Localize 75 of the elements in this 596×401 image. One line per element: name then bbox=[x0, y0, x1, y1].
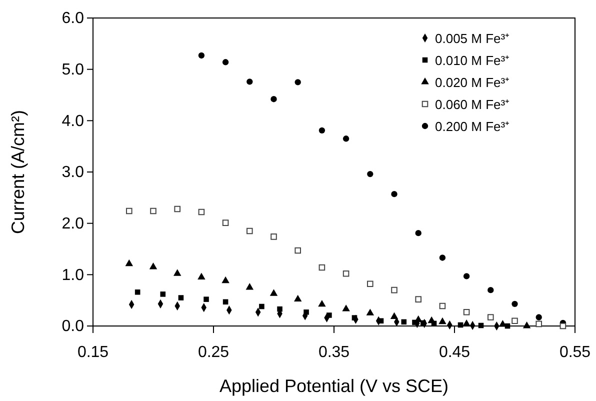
point bbox=[342, 136, 350, 142]
y-tick-label: 2.0 bbox=[62, 215, 84, 232]
point bbox=[488, 314, 494, 320]
point bbox=[246, 283, 254, 290]
point bbox=[174, 206, 180, 212]
point bbox=[125, 259, 134, 266]
x-tick-label: 0.35 bbox=[318, 344, 350, 361]
point bbox=[222, 59, 229, 66]
point bbox=[463, 273, 470, 280]
y-tick-label: 1.0 bbox=[62, 266, 84, 284]
point bbox=[536, 314, 542, 320]
y-tick-label: 4.0 bbox=[62, 112, 84, 130]
point bbox=[560, 322, 566, 330]
point bbox=[390, 312, 398, 319]
point bbox=[270, 96, 277, 102]
point bbox=[198, 208, 205, 216]
x-tick-label: 0.15 bbox=[77, 344, 109, 361]
point bbox=[342, 304, 350, 312]
point bbox=[391, 286, 398, 294]
legend-label: 0.020 M Fe³⁺ bbox=[435, 75, 510, 90]
y-tick-label: 5.0 bbox=[62, 61, 84, 78]
y-tick-label: 0.0 bbox=[62, 318, 84, 336]
point bbox=[294, 294, 302, 302]
point bbox=[318, 127, 326, 134]
legend-label: 0.200 M Fe³⁺ bbox=[435, 119, 510, 134]
point bbox=[198, 272, 206, 280]
point bbox=[367, 170, 374, 178]
point bbox=[270, 289, 278, 296]
point bbox=[462, 319, 470, 326]
point bbox=[415, 296, 422, 302]
x-tick-label: 0.25 bbox=[198, 344, 230, 361]
y-tick-label: 6.0 bbox=[62, 10, 84, 28]
point bbox=[198, 52, 205, 59]
point bbox=[522, 322, 531, 328]
point bbox=[438, 317, 446, 324]
point bbox=[246, 78, 253, 85]
point bbox=[439, 302, 446, 310]
point bbox=[463, 308, 470, 316]
y-axis-title: Current (A/cm²) bbox=[8, 110, 28, 234]
point bbox=[222, 299, 228, 305]
point bbox=[366, 308, 374, 316]
point bbox=[178, 295, 184, 300]
legend-label: 0.005 M Fe³⁺ bbox=[435, 31, 510, 46]
point bbox=[415, 230, 422, 236]
legend-label: 0.060 M Fe³⁺ bbox=[435, 97, 510, 112]
point bbox=[149, 262, 158, 270]
point bbox=[134, 289, 140, 295]
point bbox=[270, 234, 277, 240]
point bbox=[222, 276, 230, 284]
x-axis-title: Applied Potential (V vs SCE) bbox=[219, 376, 449, 396]
point bbox=[294, 247, 301, 254]
point bbox=[160, 292, 166, 297]
point bbox=[173, 269, 182, 276]
point bbox=[294, 79, 301, 86]
point bbox=[536, 320, 542, 328]
legend-label: 0.010 M Fe³⁺ bbox=[435, 53, 510, 68]
point bbox=[318, 300, 326, 307]
point bbox=[246, 228, 253, 234]
point bbox=[318, 264, 326, 271]
point bbox=[259, 304, 264, 310]
point bbox=[439, 254, 446, 261]
point bbox=[512, 300, 518, 308]
x-tick-label: 0.55 bbox=[559, 344, 591, 361]
point bbox=[204, 296, 209, 302]
point bbox=[150, 208, 156, 214]
point bbox=[391, 190, 398, 198]
point bbox=[367, 280, 374, 288]
point bbox=[401, 319, 407, 325]
point bbox=[126, 208, 132, 214]
point bbox=[512, 318, 518, 324]
point bbox=[488, 286, 494, 294]
y-tick-label: 3.0 bbox=[62, 164, 84, 182]
point bbox=[222, 220, 229, 226]
point bbox=[342, 270, 350, 277]
x-tick-label: 0.45 bbox=[438, 344, 470, 361]
